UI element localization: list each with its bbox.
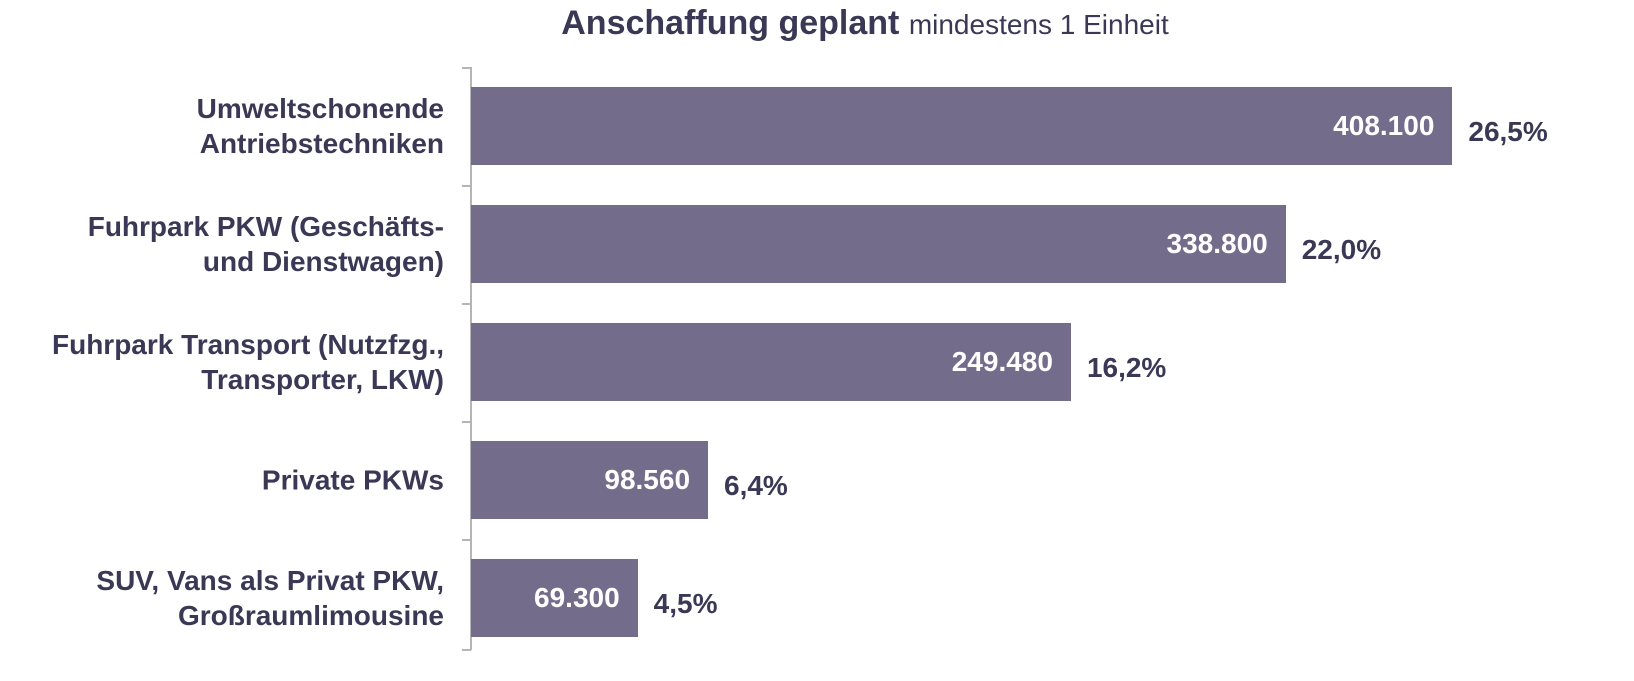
value-label: 338.800 [1166, 228, 1268, 259]
bar [471, 205, 1286, 283]
category-label: SUV, Vans als Privat PKW, Großraumlimous… [96, 565, 444, 631]
share-label: 6,4% [724, 470, 788, 501]
bar [471, 441, 708, 519]
value-label: 98.560 [604, 464, 691, 495]
chart-title: Anschaffung geplant [561, 4, 900, 42]
axis-tick [462, 539, 471, 541]
value-label: 69.300 [534, 582, 620, 613]
chart-subtitle: mindestens 1 Einheit [908, 9, 1169, 40]
axis-tick [462, 67, 471, 69]
axis-tick [462, 303, 471, 305]
category-label: Private PKWs [261, 464, 444, 496]
value-label: 249.480 [951, 346, 1053, 377]
value-label: 408.100 [1333, 110, 1435, 141]
axis-tick [462, 649, 471, 651]
bar [471, 87, 1453, 165]
share-label: 4,5% [653, 588, 718, 619]
chart-heading: Anschaffung geplant mindestens 1 Einheit [0, 4, 1634, 43]
axis-tick [462, 421, 471, 423]
bar [471, 323, 1071, 401]
category-label: Fuhrpark Transport (Nutzfzg., Transporte… [52, 329, 444, 395]
category-label: Umweltschonende Antriebstechniken [196, 93, 444, 159]
share-label: 22,0% [1301, 234, 1382, 265]
category-label: Fuhrpark PKW (Geschäfts- und Dienstwagen… [87, 211, 444, 277]
share-label: 26,5% [1468, 116, 1548, 147]
axis-tick [462, 185, 471, 187]
share-label: 16,2% [1086, 352, 1167, 383]
bar [471, 559, 638, 637]
